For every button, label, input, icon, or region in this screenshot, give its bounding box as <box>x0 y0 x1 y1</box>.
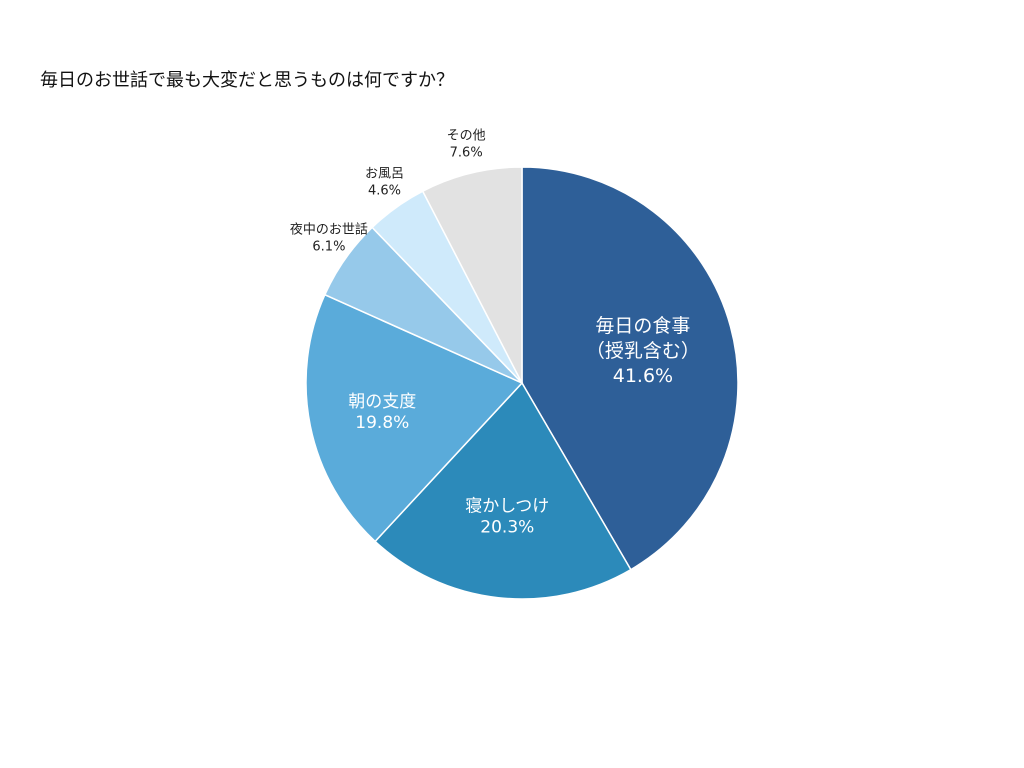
slice-value-label: 41.6% <box>613 365 673 387</box>
slice-value-label: 6.1% <box>312 239 345 254</box>
pie-slice <box>421 166 523 384</box>
slice-category-label: （授乳含む） <box>586 340 700 362</box>
pie-slice <box>305 293 524 543</box>
slice-label-inside: 寝かしつけ 20.3% <box>465 496 549 538</box>
slice-value-label: 7.6% <box>450 146 483 161</box>
slice-category-label: 寝かしつけ <box>465 496 549 517</box>
slice-category-label: 夜中のお世話 <box>290 221 368 237</box>
slice-category-label: お風呂 <box>365 166 404 181</box>
slice-label-inside: 朝の支度 19.8% <box>348 392 416 433</box>
slice-category-label: 毎日の食事 <box>595 315 690 337</box>
slice-category-label: その他 <box>447 129 486 144</box>
slice-label-outside: 夜中のお世話 6.1% <box>290 221 368 254</box>
slice-label-inside: 毎日の食事 （授乳含む） 41.6% <box>586 315 700 387</box>
slice-label-outside: その他 7.6% <box>447 129 486 161</box>
slice-category-label: 朝の支度 <box>348 392 416 412</box>
pie-slice <box>521 166 739 571</box>
slice-value-label: 19.8% <box>355 413 409 433</box>
slice-value-label: 4.6% <box>368 183 401 198</box>
slice-label-outside: お風呂 4.6% <box>365 166 404 198</box>
slice-value-label: 20.3% <box>480 518 534 538</box>
pie-slice <box>374 381 632 600</box>
chart-title: 毎日のお世話で最も大変だと思うものは何ですか？ <box>40 70 454 91</box>
